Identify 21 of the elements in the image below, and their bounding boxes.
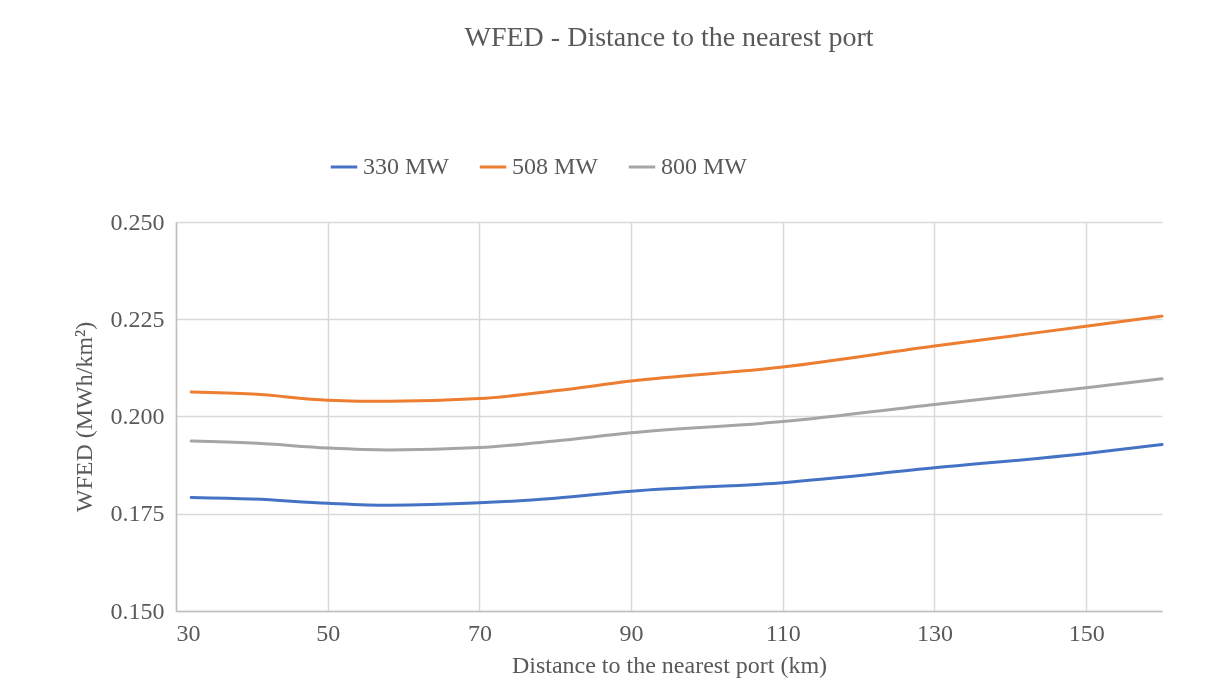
line-series <box>189 377 1164 452</box>
y-tick-label: 0.225 <box>110 305 165 332</box>
x-tick-label: 70 <box>467 619 492 646</box>
y-tick-label: 0.200 <box>110 403 165 429</box>
legend-label: 330 MW <box>363 153 450 179</box>
y-tick-label: 0.150 <box>110 597 165 624</box>
y-axis-title: WFED (MWh/km²) <box>70 321 97 513</box>
chart-title: WFED - Distance to the nearest port <box>464 21 874 52</box>
x-tick-label: 130 <box>916 619 953 646</box>
x-tick-label: 50 <box>316 619 341 646</box>
y-tick-label: 0.175 <box>110 500 165 527</box>
legend-label: 800 MW <box>661 153 748 179</box>
legend-label: 508 MW <box>512 153 599 179</box>
y-tick-label: 0.250 <box>110 208 165 235</box>
x-axis-title: Distance to the nearest port (km) <box>511 651 828 678</box>
x-tick-label: 90 <box>619 619 644 646</box>
x-tick-label: 110 <box>765 619 801 646</box>
x-tick-label: 30 <box>176 619 201 646</box>
x-tick-label: 150 <box>1068 619 1105 646</box>
line-series <box>189 314 1164 403</box>
line-series <box>189 443 1164 507</box>
